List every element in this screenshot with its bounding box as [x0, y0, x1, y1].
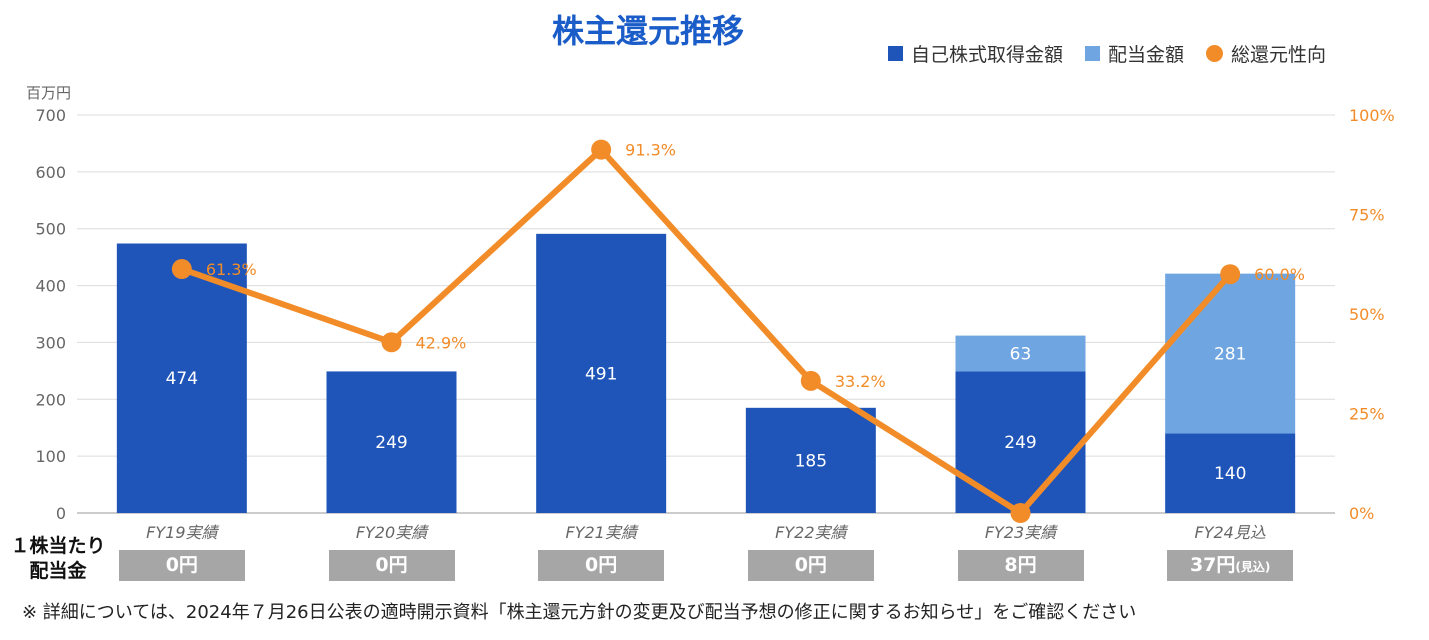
bar-value-label: 474	[166, 369, 198, 389]
bar-value-label: 249	[1004, 433, 1036, 453]
legend-label-payout: 総還元性向	[1231, 44, 1327, 66]
dividend-value: 0円	[375, 554, 408, 576]
bar-value-label: 281	[1214, 345, 1246, 365]
dividend-value-box: 0円	[328, 550, 455, 581]
bar-value-label: 140	[1214, 464, 1246, 484]
dividend-label-line1: １株当たり	[10, 535, 106, 557]
footnote: ※ 詳細については、2024年７月26日公表の適時開示資料「株主還元方針の変更及…	[22, 602, 1137, 623]
y-tick-label: 500	[35, 220, 66, 239]
dividend-value-box: 0円	[538, 550, 665, 581]
y2-tick-label: 25%	[1349, 405, 1385, 424]
payout-ratio-line	[180, 146, 1233, 516]
dividend-value: 0円	[585, 554, 618, 576]
payout-ratio-point	[1220, 264, 1241, 285]
dividend-value-box: 37円(見込)	[1167, 550, 1294, 581]
dividend-per-share-label: １株当たり 配当金	[8, 534, 108, 584]
legend-item-buyback: 自己株式取得金額	[888, 40, 1063, 67]
legend-item-payout: 総還元性向	[1206, 40, 1326, 67]
dividend-label-line2: 配当金	[29, 560, 87, 582]
bar-dividend	[955, 335, 1086, 372]
legend: 自己株式取得金額 配当金額 総還元性向	[888, 40, 1326, 67]
payout-ratio-label: 61.3%	[206, 260, 257, 279]
bar-buyback	[745, 407, 876, 513]
x-tick-label: FY23実績	[985, 523, 1058, 542]
dividend-value-box: 0円	[118, 550, 245, 581]
x-tick-label: FY21実績	[565, 523, 638, 542]
legend-swatch-buyback	[888, 46, 903, 61]
payout-ratio-label: 42.9%	[416, 333, 467, 352]
bar-value-label: 185	[795, 451, 827, 471]
dividend-value: 8円	[1004, 554, 1037, 576]
bar-value-label: 249	[375, 433, 407, 453]
dividend-value-box: 8円	[957, 550, 1084, 581]
y-axis-unit: 百万円	[26, 84, 72, 102]
y-tick-label: 700	[35, 106, 66, 125]
y-tick-label: 0	[56, 504, 66, 523]
bar-value-label: 63	[1010, 345, 1032, 365]
y-tick-label: 400	[35, 277, 66, 296]
bar-buyback	[326, 371, 457, 513]
payout-ratio-label: 33.2%	[835, 372, 886, 391]
bar-buyback	[116, 243, 247, 514]
y2-tick-label: 100%	[1349, 106, 1395, 125]
legend-swatch-dividend	[1085, 46, 1101, 61]
x-tick-label: FY22実績	[775, 523, 848, 542]
x-tick-label: FY24見込	[1194, 523, 1265, 542]
payout-ratio-label: 91.3%	[625, 141, 676, 160]
y2-tick-label: 75%	[1349, 206, 1385, 225]
y-tick-label: 600	[35, 163, 66, 182]
chart-title: 株主還元推移	[551, 12, 744, 50]
y-tick-label: 300	[35, 333, 66, 352]
payout-ratio-point	[1010, 503, 1031, 523]
dividend-value: 0円	[165, 554, 198, 576]
dividend-value: 0円	[794, 554, 827, 576]
payout-ratio-point	[800, 370, 821, 391]
y2-tick-label: 50%	[1349, 305, 1385, 324]
y-tick-label: 100	[35, 447, 66, 466]
payout-ratio-point	[591, 139, 612, 160]
legend-item-dividend: 配当金額	[1085, 40, 1184, 67]
dividend-value-box: 0円	[747, 550, 874, 581]
bar-dividend	[1165, 273, 1296, 434]
x-tick-label: FY19実績	[146, 523, 219, 542]
legend-label-dividend: 配当金額	[1108, 44, 1185, 66]
bar-buyback	[955, 371, 1086, 513]
bar-buyback	[536, 233, 667, 513]
x-tick-label: FY20実績	[356, 523, 429, 542]
dividend-note: (見込)	[1235, 560, 1271, 574]
payout-ratio-point	[171, 259, 192, 280]
legend-swatch-payout	[1206, 45, 1224, 62]
bar-value-label: 491	[585, 364, 617, 384]
payout-ratio-label: 60.0%	[1254, 265, 1305, 284]
y2-tick-label: 0%	[1349, 504, 1374, 523]
legend-label-buyback: 自己株式取得金額	[911, 44, 1064, 66]
y-tick-label: 200	[35, 390, 66, 409]
bar-buyback	[1165, 433, 1296, 513]
payout-ratio-point	[381, 332, 402, 353]
dividend-value: 37円	[1189, 554, 1236, 576]
